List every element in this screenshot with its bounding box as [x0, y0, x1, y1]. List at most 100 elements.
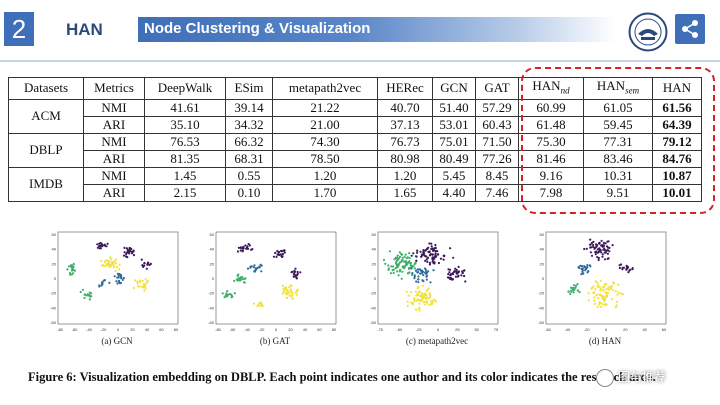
embedding-point [602, 288, 605, 291]
embedding-point [592, 240, 595, 243]
han-variants-highlight [521, 67, 715, 214]
x-tick-label: -20 [101, 327, 108, 332]
embedding-point [108, 263, 111, 266]
value-cell: 35.10 [144, 115, 226, 134]
embedding-point [392, 271, 395, 275]
embedding-point [597, 283, 600, 286]
embedding-point [132, 249, 135, 252]
embedding-point [427, 287, 430, 290]
embedding-point [398, 255, 402, 258]
embedding-point [631, 267, 634, 270]
embedding-point [424, 297, 428, 300]
embedding-point [417, 281, 420, 284]
embedding-point [608, 288, 611, 291]
embedding-point [125, 253, 128, 256]
embedding-point [81, 288, 85, 291]
scatter-panel-gat: 60 40 20 0 -20 -40 -60 -80 -60 -40 -20 0 20 40 60 80 [200, 224, 350, 339]
value-cell: 5.45 [432, 166, 476, 185]
y-tick-label: -40 [50, 305, 57, 310]
embedding-point [596, 248, 599, 251]
embedding-point [106, 242, 109, 245]
embedding-point [454, 267, 457, 270]
embedding-point [420, 291, 423, 295]
header-cell: metapath2vec [272, 77, 378, 100]
embedding-point [618, 266, 621, 270]
embedding-point [594, 253, 597, 256]
embedding-point [599, 279, 602, 282]
embedding-point [244, 244, 247, 247]
embedding-point [122, 276, 125, 280]
embedding-point [601, 294, 604, 297]
embedding-point [293, 270, 297, 273]
embedding-point [592, 291, 596, 295]
value-cell: 34.32 [225, 115, 273, 134]
embedding-point [139, 285, 142, 288]
embedding-point [420, 253, 423, 257]
embedding-point [285, 296, 288, 300]
results-table: Datasets Metrics DeepWalk ESim metapath2… [8, 77, 702, 202]
embedding-point [116, 282, 119, 285]
value-cell: 71.50 [475, 132, 519, 151]
y-tick-label: -20 [538, 291, 545, 296]
value-cell: 1.20 [377, 166, 433, 185]
scatter-plot: 60 40 20 0 -20 -40 -60-60 -40 -20 0 20 40 60 [538, 231, 667, 332]
embedding-point [430, 300, 433, 303]
x-tick-label: 20 [288, 327, 293, 332]
embedding-point [141, 264, 144, 267]
metric-cell: NMI [83, 166, 145, 185]
embedding-point [405, 290, 408, 293]
embedding-point [122, 254, 126, 257]
embedding-point [587, 299, 590, 302]
embedding-point [239, 276, 242, 279]
embedding-point [576, 289, 580, 292]
embedding-point [434, 246, 437, 250]
embedding-point [593, 247, 596, 250]
embedding-point [415, 255, 418, 258]
embedding-point [627, 271, 630, 274]
embedding-point [404, 253, 407, 256]
embedding-point [294, 291, 297, 294]
embedding-point [411, 272, 414, 275]
value-cell: 68.31 [225, 149, 273, 168]
embedding-point [412, 252, 415, 255]
slide-title: Node Clustering & Visualization [144, 20, 371, 37]
embedding-point [569, 292, 572, 296]
embedding-point [126, 256, 129, 259]
embedding-point [611, 298, 614, 301]
embedding-point [448, 271, 451, 274]
embedding-point [236, 274, 239, 277]
table-header-row: Datasets Metrics DeepWalk ESim metapath2… [8, 77, 702, 100]
value-cell: 37.13 [377, 115, 433, 134]
embedding-point [100, 264, 103, 267]
embedding-point [595, 294, 598, 297]
embedding-point [593, 302, 597, 305]
embedding-point [98, 285, 101, 288]
embedding-point [596, 256, 599, 259]
embedding-point [417, 268, 420, 271]
embedding-point [283, 249, 286, 252]
share-button[interactable] [675, 14, 705, 44]
wechat-logo-icon [596, 368, 614, 387]
x-tick-label: 25 [455, 327, 460, 332]
embedding-point [603, 283, 607, 286]
embedding-point [274, 251, 277, 255]
embedding-point [602, 286, 605, 289]
table-row: ARI 2.15 0.10 1.70 1.65 4.40 7.46 7.98 9… [9, 183, 702, 202]
embedding-point [603, 258, 607, 261]
model-name-label: HAN [66, 20, 103, 39]
embedding-point [584, 267, 587, 271]
embedding-point [610, 284, 613, 287]
embedding-point [388, 250, 391, 253]
embedding-point [241, 276, 244, 279]
embedding-point [407, 267, 410, 270]
embedding-point [457, 270, 460, 273]
embedding-point [116, 272, 119, 275]
embedding-point [233, 279, 236, 282]
embedding-point [108, 281, 111, 284]
embedding-point [253, 264, 256, 267]
embedding-point [432, 269, 435, 272]
embedding-point [419, 272, 422, 275]
embedding-point [454, 275, 457, 278]
embedding-point [460, 274, 463, 277]
